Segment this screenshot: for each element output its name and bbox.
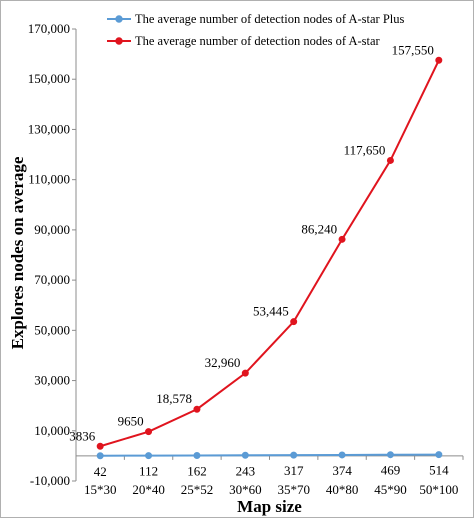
- y-tick-label: 150,000: [28, 71, 70, 86]
- y-tick-label: 170,000: [28, 21, 70, 36]
- y-tick-label: 50,000: [34, 322, 70, 337]
- data-label: 117,650: [344, 142, 386, 157]
- data-point: [145, 452, 153, 460]
- y-tick-label: 130,000: [28, 121, 70, 136]
- legend-marker-a-star-plus: [115, 15, 123, 23]
- data-point: [96, 442, 104, 450]
- data-label: 514: [429, 463, 449, 478]
- y-tick-label: 110,000: [28, 172, 70, 187]
- data-label: 469: [381, 463, 401, 478]
- data-point: [338, 451, 346, 459]
- data-point: [290, 318, 298, 326]
- data-labels: 42 112 162 243 317 374 469 514 3836 9650 18,578 32,…: [69, 42, 449, 479]
- y-axis-title: Explores nodes on average: [8, 156, 27, 349]
- data-label: 9650: [118, 414, 144, 429]
- data-label: 53,445: [253, 304, 289, 319]
- legend-marker-a-star: [115, 37, 123, 45]
- data-point: [96, 452, 104, 460]
- data-point: [435, 451, 443, 459]
- x-tick-label: 35*70: [277, 482, 310, 497]
- data-label: 317: [284, 463, 304, 478]
- x-tick-label: 20*40: [132, 482, 165, 497]
- data-label: 374: [332, 463, 352, 478]
- data-label: 86,240: [301, 221, 337, 236]
- series-line-0: [100, 453, 439, 457]
- legend-label-a-star: The average number of detection nodes of…: [135, 34, 381, 48]
- legend: The average number of detection nodes of…: [107, 12, 404, 48]
- data-point: [386, 451, 394, 459]
- x-tick-label: 50*100: [419, 482, 458, 497]
- data-point: [193, 451, 201, 459]
- series-layer: [96, 56, 443, 460]
- series-line-1: [99, 59, 440, 448]
- data-point: [241, 451, 249, 459]
- x-axis-title: Map size: [237, 497, 302, 516]
- data-label: 18,578: [156, 391, 192, 406]
- y-tick-label: 70,000: [34, 272, 70, 287]
- y-tick-label: 90,000: [34, 222, 70, 237]
- data-point: [386, 156, 394, 164]
- data-point: [241, 369, 249, 377]
- x-tick-label: 25*52: [181, 482, 214, 497]
- data-point: [338, 235, 346, 243]
- y-tick-label: 30,000: [34, 373, 70, 388]
- x-tick-label: 45*90: [374, 482, 407, 497]
- data-point: [290, 451, 298, 459]
- data-point: [193, 405, 201, 413]
- data-label: 243: [236, 463, 256, 478]
- x-tick-label: 15*30: [84, 482, 117, 497]
- data-label: 162: [187, 463, 207, 478]
- data-label: 3836: [69, 428, 96, 443]
- y-tick-label: 10,000: [34, 423, 70, 438]
- data-point: [145, 428, 153, 436]
- y-tick-label: -10,000: [30, 473, 70, 488]
- legend-item-a-star-plus: The average number of detection nodes of…: [107, 12, 404, 26]
- axes: -10,000 10,000 30,000 50,000 70,000 90,000 110…: [28, 21, 464, 497]
- data-label: 112: [139, 464, 158, 479]
- legend-item-a-star: The average number of detection nodes of…: [107, 34, 381, 48]
- x-tick-label: 40*80: [326, 482, 359, 497]
- data-label: 42: [94, 464, 107, 479]
- x-tick-label: 30*60: [229, 482, 262, 497]
- legend-label-a-star-plus: The average number of detection nodes of…: [135, 12, 404, 26]
- data-point: [435, 56, 443, 64]
- data-label: 32,960: [205, 355, 241, 370]
- data-label: 157,550: [392, 42, 434, 57]
